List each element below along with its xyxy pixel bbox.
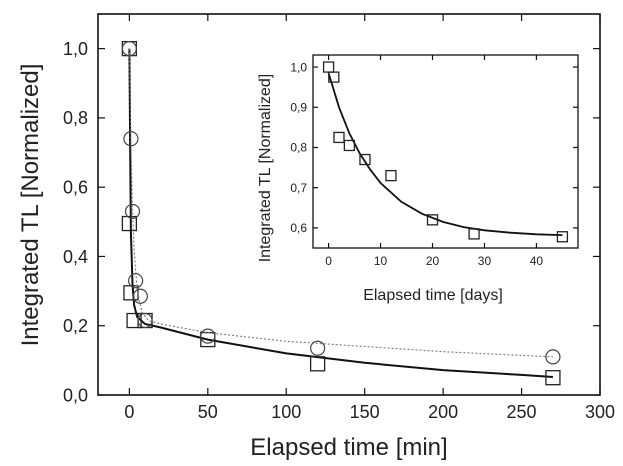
inset-series-0-point [343, 139, 356, 152]
inset-series-0-point [359, 153, 371, 166]
inset-y-tick-label: 0,8 [290, 141, 307, 155]
inset-plot-frame [312, 54, 579, 249]
inset-series-0-point [385, 169, 397, 182]
main-series-0-point [121, 215, 138, 232]
main-y-tick-label: 0,8 [63, 108, 88, 128]
main-series-1-fit-line [128, 48, 553, 358]
inset-x-tick-label: 30 [478, 254, 492, 268]
main-x-tick-label: 150 [350, 402, 380, 422]
main-series-1-point [128, 273, 144, 289]
inset-y-tick-label: 0,6 [290, 221, 307, 235]
main-y-axis-label: Integrated TL [Normalized] [17, 64, 44, 347]
main-series-0-point [545, 370, 561, 386]
inset-series-0-fit-line [327, 72, 563, 236]
main-x-tick-label: 50 [198, 402, 218, 422]
main-x-tick-label: 250 [507, 402, 537, 422]
main-series-1-point [310, 340, 326, 356]
main-series-0-point [200, 331, 216, 348]
main-x-tick-label: 0 [124, 402, 134, 422]
main-series-1-point [545, 349, 561, 365]
inset-y-tick-label: 0,9 [290, 100, 307, 114]
inset-y-tick-label: 1,0 [290, 60, 307, 74]
inset-y-axis-label: Integrated TL [Normalized] [257, 74, 274, 263]
inset-x-tick-label: 20 [426, 254, 440, 268]
main-plot-frame [97, 13, 601, 396]
inset-x-tick-label: 0 [325, 254, 332, 268]
inset-series-0-point [328, 71, 340, 83]
inset-series-0-point [333, 131, 345, 144]
inset-series-0-point [468, 228, 480, 240]
main-series-0-point [126, 312, 142, 329]
inset-x-axis-label: Elapsed time [days] [363, 287, 503, 304]
inset-plot-area: 0 10 20 30 40 0,6 0,7 0,8 0,9 1,0 [290, 55, 578, 268]
main-series-0-fit-line [128, 48, 553, 378]
inset-x-tick-label: 10 [374, 254, 388, 268]
main-y-tick-label: 1,0 [63, 39, 88, 59]
inset-y-tick-label: 0,7 [290, 181, 307, 195]
main-series-0-point [309, 356, 326, 372]
main-y-tick-label: 0,4 [63, 247, 88, 267]
main-x-tick-label: 100 [271, 402, 301, 422]
main-series-1-point [123, 131, 139, 147]
main-x-axis-label: Elapsed time [min] [250, 434, 447, 461]
inset-series-0-point [426, 214, 439, 226]
main-y-tick-label: 0,2 [63, 316, 88, 336]
main-x-tick-label: 300 [585, 402, 615, 422]
main-y-tick-label: 0,0 [63, 385, 88, 405]
main-series-1-point [137, 312, 153, 329]
main-series-1-point [132, 288, 148, 304]
main-x-tick-label: 200 [428, 402, 458, 422]
inset-x-tick-label: 40 [530, 254, 544, 268]
inset-series-0-point [556, 231, 569, 243]
main-series-1-point [124, 203, 141, 220]
main-series-1-point [121, 41, 137, 57]
main-series-1-point [200, 328, 216, 344]
main-y-tick-label: 0,6 [63, 177, 88, 197]
